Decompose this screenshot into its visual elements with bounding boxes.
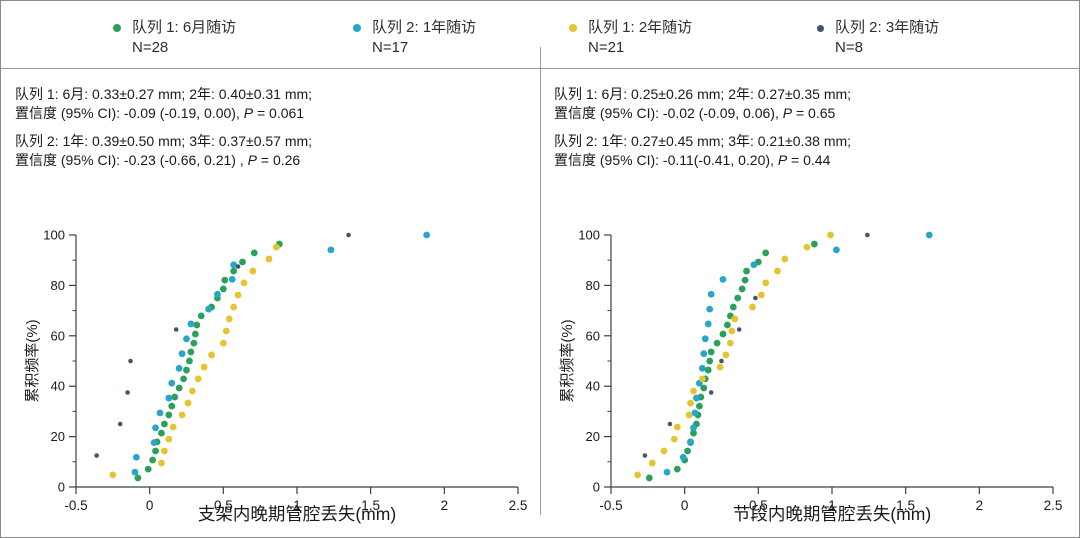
svg-text:60: 60 bbox=[586, 328, 600, 343]
legend-n-count: N=28 bbox=[132, 39, 169, 56]
svg-text:-0.5: -0.5 bbox=[599, 498, 622, 513]
p-symbol: P bbox=[243, 105, 254, 121]
svg-text:1.5: 1.5 bbox=[361, 498, 380, 513]
svg-text:0.5: 0.5 bbox=[749, 498, 768, 513]
svg-text:2: 2 bbox=[976, 498, 984, 513]
stats-line: 队列 1: 6月: 0.25±0.26 mm; 2年: 0.27±0.35 mm… bbox=[554, 86, 852, 102]
stats-line: 队列 2: 1年: 0.27±0.45 mm; 3年: 0.21±0.38 mm… bbox=[554, 133, 852, 149]
legend-item-cohort1-2y: 队列 1: 2年随访 N=21 bbox=[569, 18, 692, 58]
svg-text:80: 80 bbox=[51, 278, 65, 293]
svg-text:1.5: 1.5 bbox=[896, 498, 915, 513]
legend-label: 队列 2: 1年随访 bbox=[372, 19, 477, 36]
svg-text:-0.5: -0.5 bbox=[64, 498, 87, 513]
stats-left-panel: 队列 1: 6月: 0.33±0.27 mm; 2年: 0.40±0.31 mm… bbox=[15, 85, 312, 170]
stats-line: 置信度 (95% CI): -0.09 (-0.19, 0.00), P = 0… bbox=[15, 105, 305, 121]
legend-label: 队列 1: 6月随访 bbox=[132, 19, 237, 36]
stats-line: 队列 2: 1年: 0.39±0.50 mm; 3年: 0.37±0.57 mm… bbox=[15, 133, 313, 149]
stats-line: 置信度 (95% CI): -0.23 (-0.66, 0.21) , P = … bbox=[15, 152, 301, 168]
svg-text:1: 1 bbox=[293, 498, 301, 513]
svg-text:40: 40 bbox=[51, 379, 65, 394]
legend-item-cohort2-3y: 队列 2: 3年随访 N=8 bbox=[817, 18, 939, 58]
svg-text:1: 1 bbox=[828, 498, 836, 513]
y-axis-title-left: 累积频率(%) bbox=[24, 319, 41, 403]
x-axis-title-left: 支架内晚期管腔丢失(mm) bbox=[197, 504, 397, 524]
x-axis-title-right: 节段内晚期管腔丢失(mm) bbox=[732, 504, 932, 524]
svg-text:20: 20 bbox=[586, 429, 600, 444]
svg-text:60: 60 bbox=[51, 328, 65, 343]
svg-text:0: 0 bbox=[593, 480, 600, 495]
stats-line: 置信度 (95% CI): -0.11(-0.41, 0.20), P = 0.… bbox=[554, 152, 831, 168]
svg-text:2.5: 2.5 bbox=[509, 498, 528, 513]
p-symbol: P bbox=[247, 152, 257, 168]
svg-text:100: 100 bbox=[578, 228, 600, 243]
svg-text:100: 100 bbox=[43, 228, 65, 243]
svg-text:40: 40 bbox=[586, 379, 600, 394]
legend-marker-cohort2-3y-icon bbox=[817, 25, 824, 32]
svg-text:2.5: 2.5 bbox=[1044, 498, 1063, 513]
svg-text:0: 0 bbox=[58, 480, 65, 495]
svg-text:80: 80 bbox=[586, 278, 600, 293]
chart-in-segment-late-loss: 0 20 40 60 80 100 -0.5 0 0.5 1 1.5 2 2.5 bbox=[578, 228, 1063, 514]
panel-divider bbox=[540, 47, 541, 515]
legend-n-count: N=17 bbox=[372, 39, 409, 56]
legend-item-cohort1-6m: 队列 1: 6月随访 N=28 bbox=[113, 18, 236, 58]
legend-marker-cohort1-6m-icon bbox=[113, 24, 121, 32]
legend-marker-cohort1-2y-icon bbox=[569, 24, 577, 32]
legend-marker-cohort2-1y-icon bbox=[353, 24, 361, 32]
svg-text:0.5: 0.5 bbox=[214, 498, 233, 513]
stats-right-panel: 队列 1: 6月: 0.25±0.26 mm; 2年: 0.27±0.35 mm… bbox=[554, 85, 851, 170]
p-symbol: P bbox=[777, 152, 788, 168]
svg-text:0: 0 bbox=[146, 498, 154, 513]
legend-label: 队列 2: 3年随访 bbox=[835, 19, 940, 36]
p-symbol: P bbox=[782, 105, 793, 121]
legend-n-count: N=21 bbox=[588, 39, 625, 56]
chart-in-stent-late-loss: 0 20 40 60 80 100 -0.5 0 0.5 1 1.5 2 2.5 bbox=[43, 228, 528, 514]
stats-line: 置信度 (95% CI): -0.02 (-0.09, 0.06), P = 0… bbox=[554, 105, 836, 121]
svg-text:0: 0 bbox=[681, 498, 689, 513]
y-axis-title-right: 累积频率(%) bbox=[559, 319, 576, 403]
legend-label: 队列 1: 2年随访 bbox=[588, 19, 693, 36]
svg-text:20: 20 bbox=[51, 429, 65, 444]
legend-item-cohort2-1y: 队列 2: 1年随访 N=17 bbox=[353, 18, 476, 58]
stats-line: 队列 1: 6月: 0.33±0.27 mm; 2年: 0.40±0.31 mm… bbox=[15, 86, 313, 102]
svg-text:2: 2 bbox=[441, 498, 449, 513]
legend-n-count: N=8 bbox=[835, 39, 863, 56]
